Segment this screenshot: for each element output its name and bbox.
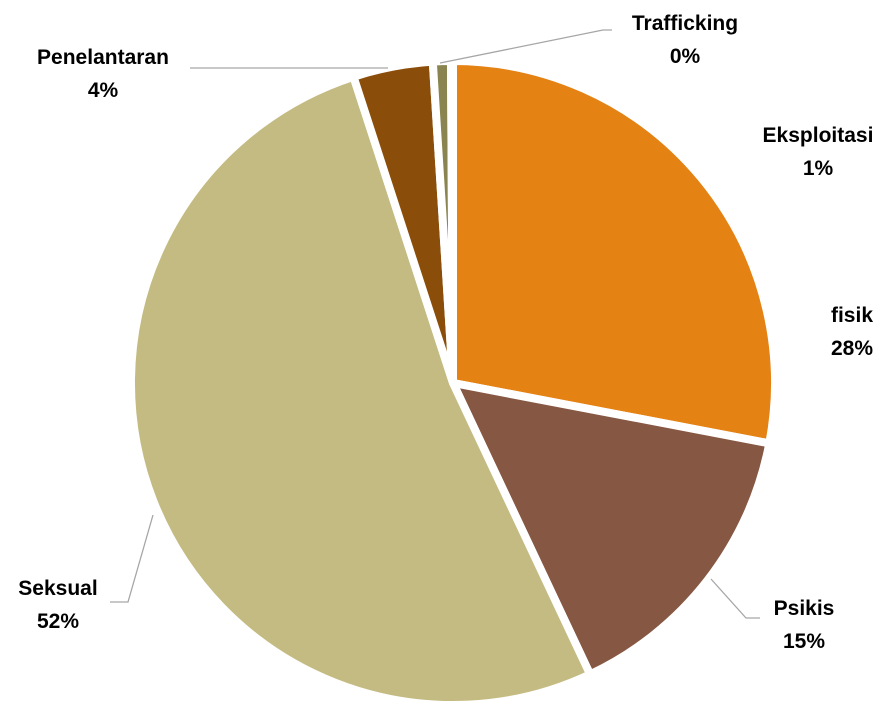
data-label-fisik: fisik 28% (831, 304, 873, 360)
data-label-name-trafficking: Trafficking (632, 12, 738, 35)
data-labels: fisik 28% Psikis 15% Seksual 52% Penelantaran 4… (18, 12, 873, 653)
data-label-psikis: Psikis 15% (774, 597, 835, 653)
data-label-eksploitasi: Eksploitasi 1% (763, 124, 874, 180)
data-label-name-seksual: Seksual (18, 577, 97, 600)
data-label-penelantaran: Penelantaran 4% (37, 46, 169, 102)
data-label-percent-psikis: 15% (783, 630, 825, 653)
pie-slice-psikis (446, 377, 774, 680)
data-label-name-penelantaran: Penelantaran (37, 46, 169, 69)
leader-lines (110, 29, 760, 619)
data-label-percent-seksual: 52% (37, 610, 79, 633)
data-label-name-fisik: fisik (831, 304, 873, 327)
pie-slice-eksploitasi (446, 56, 457, 384)
pie-slices (126, 56, 780, 708)
leader-line-psikis (710, 578, 760, 619)
data-label-trafficking: Trafficking 0% (632, 12, 738, 68)
data-label-seksual: Seksual 52% (18, 577, 97, 633)
data-label-percent-penelantaran: 4% (88, 79, 119, 102)
data-label-percent-fisik: 28% (831, 337, 873, 360)
pie-slice-fisik (449, 56, 780, 449)
pie-slice-seksual (126, 71, 596, 708)
leader-line-seksual (110, 514, 154, 603)
data-label-name-psikis: Psikis (774, 597, 835, 620)
data-label-name-eksploitasi: Eksploitasi (763, 124, 874, 147)
data-label-percent-eksploitasi: 1% (803, 157, 834, 180)
data-label-percent-trafficking: 0% (670, 45, 701, 68)
leader-line-trafficking (439, 29, 612, 64)
